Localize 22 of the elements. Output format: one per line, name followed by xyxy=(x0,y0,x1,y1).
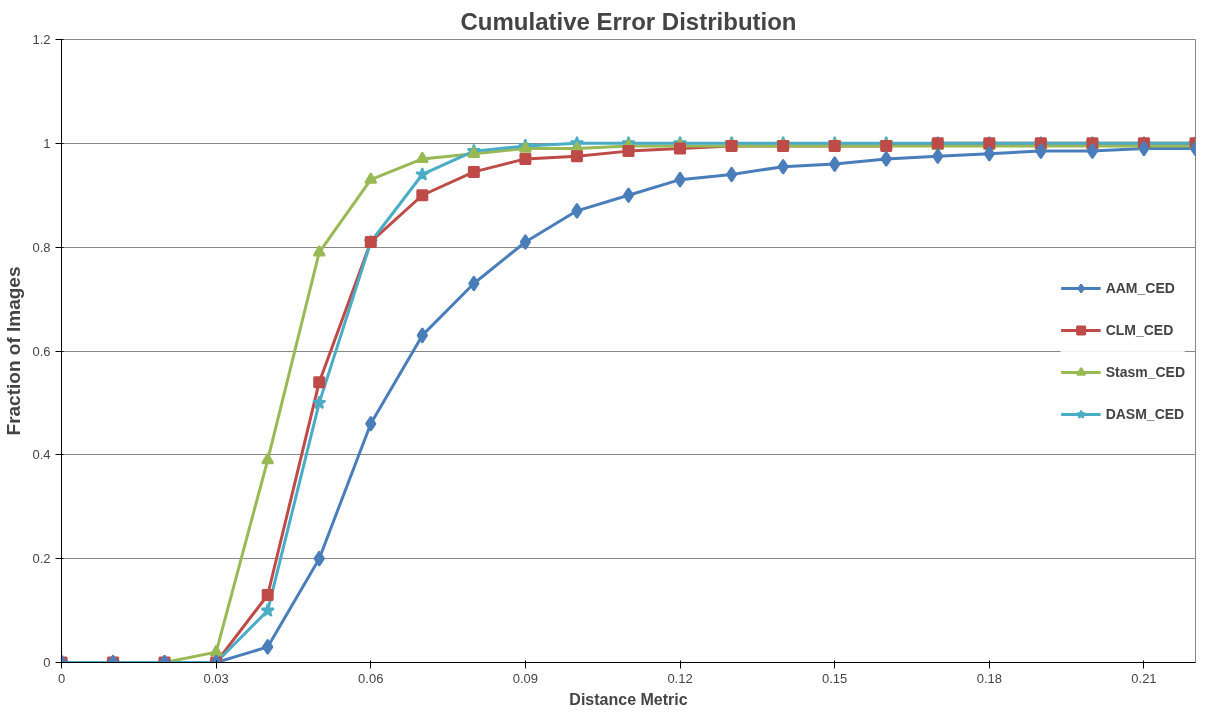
legend-label: DASM_CED xyxy=(1105,405,1185,422)
legend-label: Stasm_CED xyxy=(1105,363,1185,380)
y-axis-title: Fraction of Images xyxy=(3,266,25,436)
y-tick-label: 0.2 xyxy=(32,551,51,567)
x-tick-label: 0.03 xyxy=(203,670,229,686)
chart-title: Cumulative Error Distribution xyxy=(460,7,797,35)
y-tick-label: 0 xyxy=(43,655,51,670)
y-tick-label: 1 xyxy=(43,135,51,151)
x-tick-label: 0.09 xyxy=(512,670,539,686)
x-tick-label: 0.21 xyxy=(1131,670,1157,686)
legend-label: AAM_CED xyxy=(1105,279,1175,296)
x-tick-label: 0.12 xyxy=(667,670,693,686)
x-tick-label: 0 xyxy=(57,670,66,686)
x-tick-label: 0.18 xyxy=(976,670,1002,686)
x-axis-title: Distance Metric xyxy=(569,690,688,708)
x-tick-label: 0.06 xyxy=(358,670,384,686)
y-tick-label: 0.4 xyxy=(32,447,51,463)
legend-label: CLM_CED xyxy=(1105,321,1174,338)
y-tick-label: 1.2 xyxy=(32,32,51,47)
x-tick-label: 0.15 xyxy=(822,670,848,686)
y-tick-label: 0.6 xyxy=(32,343,51,359)
y-tick-label: 0.8 xyxy=(32,239,51,255)
